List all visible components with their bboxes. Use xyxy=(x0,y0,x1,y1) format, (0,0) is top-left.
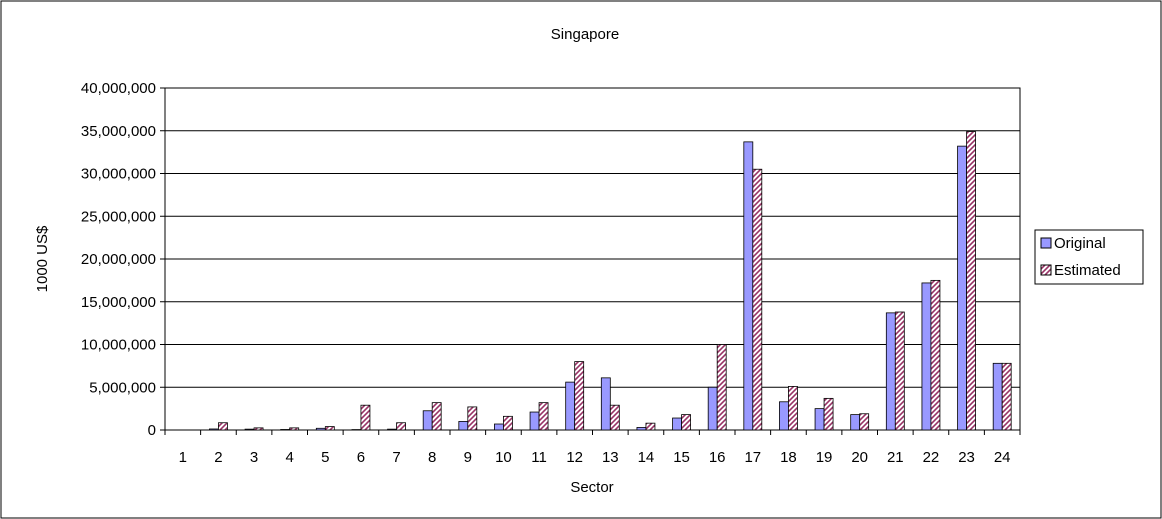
bar-estimated-18 xyxy=(788,385,798,431)
x-tick-label: 10 xyxy=(495,449,512,466)
bar-estimated-16 xyxy=(716,344,727,431)
x-tick-label: 11 xyxy=(531,449,547,466)
bar-estimated-12 xyxy=(574,361,585,431)
x-tick-label: 15 xyxy=(673,449,690,466)
bar-estimated-8 xyxy=(431,402,442,431)
legend-swatch-estimated xyxy=(1040,264,1052,276)
bars xyxy=(209,131,1012,431)
x-axis-label: Sector xyxy=(570,479,613,496)
x-tick-label: 12 xyxy=(566,449,583,466)
legend: Original Estimated xyxy=(1034,229,1144,285)
bar-original-10 xyxy=(494,423,504,431)
bar-original-5 xyxy=(315,427,326,431)
bar-original-4 xyxy=(280,429,291,431)
x-tick-label: 6 xyxy=(357,449,365,466)
y-tick-label: 20,000,000 xyxy=(81,251,156,268)
x-tick-label: 4 xyxy=(286,449,294,466)
x-tick-label: 5 xyxy=(321,449,329,466)
y-tick-label: 40,000,000 xyxy=(81,80,156,97)
bar-original-3 xyxy=(244,428,255,431)
x-tick-label: 22 xyxy=(923,449,940,466)
x-tick-label: 18 xyxy=(780,449,797,466)
bar-estimated-13 xyxy=(609,404,620,431)
bar-original-15 xyxy=(672,417,682,431)
bar-original-23 xyxy=(957,145,967,431)
y-tick-label: 0 xyxy=(148,422,156,439)
bar-estimated-7 xyxy=(396,422,406,431)
y-axis-label: 1000 US$ xyxy=(34,225,51,292)
bar-original-7 xyxy=(387,428,397,431)
bar-original-16 xyxy=(707,386,718,431)
bar-estimated-19 xyxy=(823,397,834,431)
x-tick-label: 24 xyxy=(994,449,1011,466)
x-tick-label: 14 xyxy=(638,449,655,466)
x-tick-label: 7 xyxy=(392,449,400,466)
y-axis-ticks: 0 5,000,000 10,000,000 15,000,000 20,000,000… xyxy=(81,80,165,439)
bar-original-6 xyxy=(351,429,362,431)
bar-original-17 xyxy=(743,141,754,431)
bar-estimated-23 xyxy=(966,131,976,431)
bar-estimated-3 xyxy=(253,427,264,431)
bar-original-14 xyxy=(636,427,647,431)
bar-estimated-10 xyxy=(503,415,513,431)
bar-estimated-22 xyxy=(930,279,941,431)
bar-estimated-9 xyxy=(467,406,478,431)
bar-original-18 xyxy=(779,401,789,431)
bar-estimated-11 xyxy=(538,402,549,431)
x-tick-label: 2 xyxy=(214,449,222,466)
legend-label-estimated: Estimated xyxy=(1054,262,1121,279)
bar-original-12 xyxy=(565,381,576,431)
bar-estimated-14 xyxy=(645,422,656,431)
x-tick-label: 20 xyxy=(851,449,868,466)
bar-original-22 xyxy=(921,282,932,431)
bar-original-21 xyxy=(885,312,896,431)
bar-estimated-24 xyxy=(1001,362,1012,431)
bar-estimated-2 xyxy=(218,422,228,431)
bar-estimated-5 xyxy=(324,426,335,431)
bar-original-11 xyxy=(529,411,540,431)
x-tick-label: 1 xyxy=(179,449,187,466)
x-tick-label: 8 xyxy=(428,449,436,466)
x-tick-label: 23 xyxy=(958,449,975,466)
legend-label-original: Original xyxy=(1054,235,1106,252)
x-tick-label: 3 xyxy=(250,449,258,466)
y-tick-label: 35,000,000 xyxy=(81,123,156,140)
bar-estimated-15 xyxy=(681,414,691,431)
x-tick-label: 19 xyxy=(816,449,833,466)
grid-lines xyxy=(165,130,1020,388)
legend-box xyxy=(1034,229,1144,285)
bar-estimated-21 xyxy=(894,311,905,431)
y-tick-label: 30,000,000 xyxy=(81,166,156,183)
x-tick-label: 13 xyxy=(602,449,619,466)
bar-estimated-20 xyxy=(859,413,870,431)
bar-original-13 xyxy=(600,377,611,431)
bar-estimated-6 xyxy=(360,404,371,431)
y-tick-label: 10,000,000 xyxy=(81,337,156,354)
bar-estimated-4 xyxy=(289,427,300,431)
x-tick-label: 21 xyxy=(887,449,904,466)
x-tick-label: 9 xyxy=(464,449,472,466)
chart-title: Singapore xyxy=(551,26,619,43)
y-tick-label: 25,000,000 xyxy=(81,208,156,225)
legend-swatch-original xyxy=(1040,237,1052,249)
y-tick-label: 5,000,000 xyxy=(89,379,156,396)
bar-original-19 xyxy=(814,408,825,431)
bar-estimated-17 xyxy=(752,168,763,431)
bar-original-24 xyxy=(992,362,1003,431)
bar-original-8 xyxy=(422,410,433,431)
bar-original-20 xyxy=(850,414,861,431)
x-tick-label: 16 xyxy=(709,449,726,466)
bar-original-9 xyxy=(458,421,469,431)
x-axis-ticks: 1 2 3 4 5 6 7 8 9 10 11 12 13 14 15 16 17 18 19 20 21 22 23 24 xyxy=(164,430,1021,466)
x-tick-label: 17 xyxy=(744,449,761,466)
bar-original-2 xyxy=(209,428,219,431)
y-tick-label: 15,000,000 xyxy=(81,294,156,311)
